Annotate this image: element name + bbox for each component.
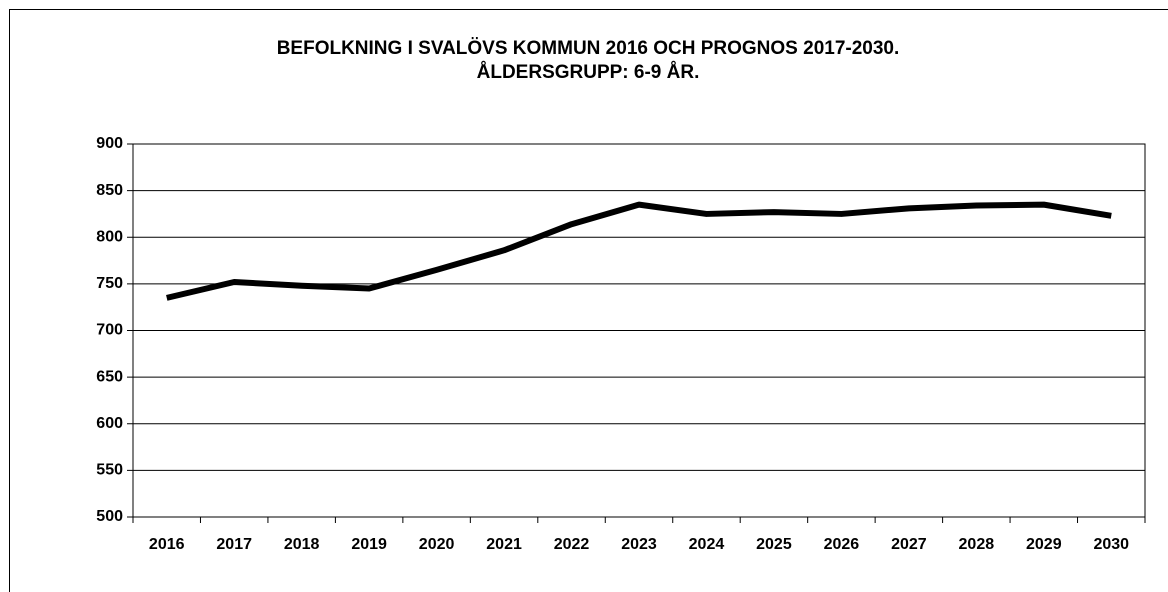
x-tick-label: 2021 bbox=[486, 536, 522, 553]
data-line bbox=[166, 201, 1112, 301]
y-tick-label: 900 bbox=[96, 135, 123, 152]
y-tick-label: 800 bbox=[96, 228, 123, 245]
x-tick-label: 2017 bbox=[216, 536, 252, 553]
x-tick-label: 2029 bbox=[1026, 536, 1062, 553]
x-tick-label: 2026 bbox=[824, 536, 860, 553]
x-tick-label: 2019 bbox=[351, 536, 387, 553]
x-tick-label: 2020 bbox=[419, 536, 455, 553]
y-tick-label: 750 bbox=[96, 275, 123, 292]
y-tick-label: 500 bbox=[96, 508, 123, 525]
x-tick-label: 2027 bbox=[891, 536, 927, 553]
chart-title: ÅLDERSGRUPP: 6-9 ÅR. bbox=[477, 62, 700, 83]
chart-title: BEFOLKNING I SVALÖVS KOMMUN 2016 OCH PRO… bbox=[277, 38, 900, 59]
y-tick-label: 700 bbox=[96, 322, 123, 339]
x-tick-label: 2025 bbox=[756, 536, 792, 553]
y-tick-label: 550 bbox=[96, 462, 123, 479]
chart-frame bbox=[9, 9, 1168, 592]
x-tick-label: 2030 bbox=[1093, 536, 1129, 553]
x-tick-label: 2024 bbox=[689, 536, 725, 553]
x-tick-label: 2028 bbox=[959, 536, 995, 553]
y-tick-label: 650 bbox=[96, 368, 123, 385]
x-tick-label: 2018 bbox=[284, 536, 320, 553]
x-tick-label: 2023 bbox=[621, 536, 657, 553]
y-tick-label: 850 bbox=[96, 182, 123, 199]
y-tick-label: 600 bbox=[96, 415, 123, 432]
x-tick-label: 2016 bbox=[149, 536, 185, 553]
x-tick-label: 2022 bbox=[554, 536, 590, 553]
